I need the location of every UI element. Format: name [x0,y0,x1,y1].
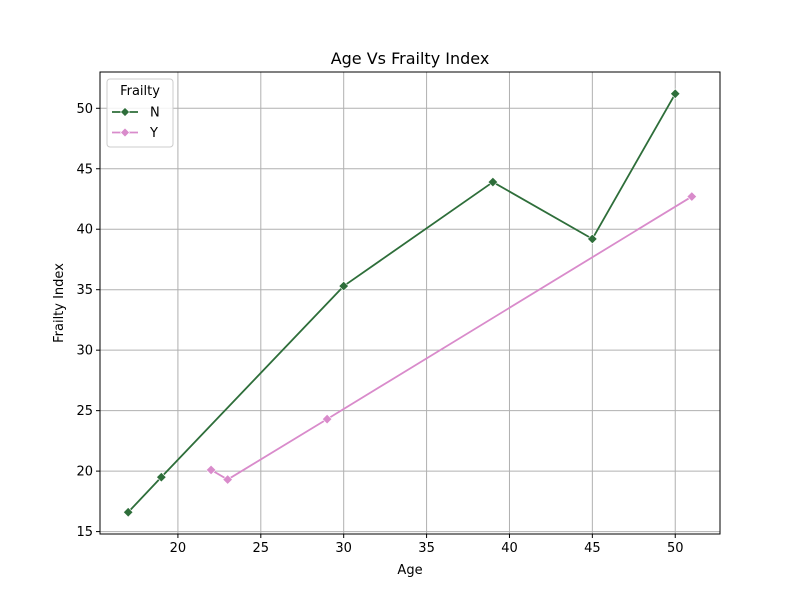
y-tick-label: 40 [76,223,93,238]
data-point [686,191,698,202]
series-N [122,88,681,518]
x-tick-label: 45 [584,541,601,556]
x-tick-label: 25 [253,541,270,556]
y-tick-label: 25 [76,404,93,419]
legend-label: Y [149,126,158,141]
data-point [205,464,217,476]
x-tick-label: 50 [667,541,684,556]
y-axis-title: Frailty Index [52,263,67,343]
y-tick-label: 30 [76,344,93,359]
legend-entry-N: N [112,106,160,121]
legend-entry-Y: Y [112,126,158,141]
chart-title: Age Vs Frailty Index [331,49,490,68]
series-line [127,93,677,513]
legend-marker [120,107,130,117]
plot-frame [99,71,721,535]
legend: Frailty NY [106,78,174,148]
y-tick-label: 20 [76,465,93,480]
x-tick-label: 30 [335,541,352,556]
x-tick-label: 35 [418,541,435,556]
legend-label: N [150,106,160,121]
grid-layer [100,72,720,534]
series-layer [122,88,698,518]
data-point [587,233,598,245]
legend-entries: NY [112,106,160,141]
x-tick-label: 20 [170,541,187,556]
y-tick-label: 45 [76,162,93,177]
legend-title: Frailty [120,84,160,99]
data-point [670,88,681,99]
x-axis-title: Age [397,563,422,578]
y-tick-label: 50 [76,102,93,117]
series-line [210,195,693,481]
y-tick-label: 15 [76,525,93,540]
data-point [222,474,233,485]
y-tick-label: 35 [76,283,93,298]
legend-marker [120,127,130,138]
tick-layer: 20 25 30 35 40 45 50 15 20 25 30 35 40 45 50 [76,102,683,556]
data-point [487,176,499,188]
data-point [122,507,134,518]
x-tick-label: 40 [501,541,518,556]
data-point [338,280,349,292]
data-point [321,413,333,425]
series-Y [205,191,698,485]
data-point [156,471,167,483]
